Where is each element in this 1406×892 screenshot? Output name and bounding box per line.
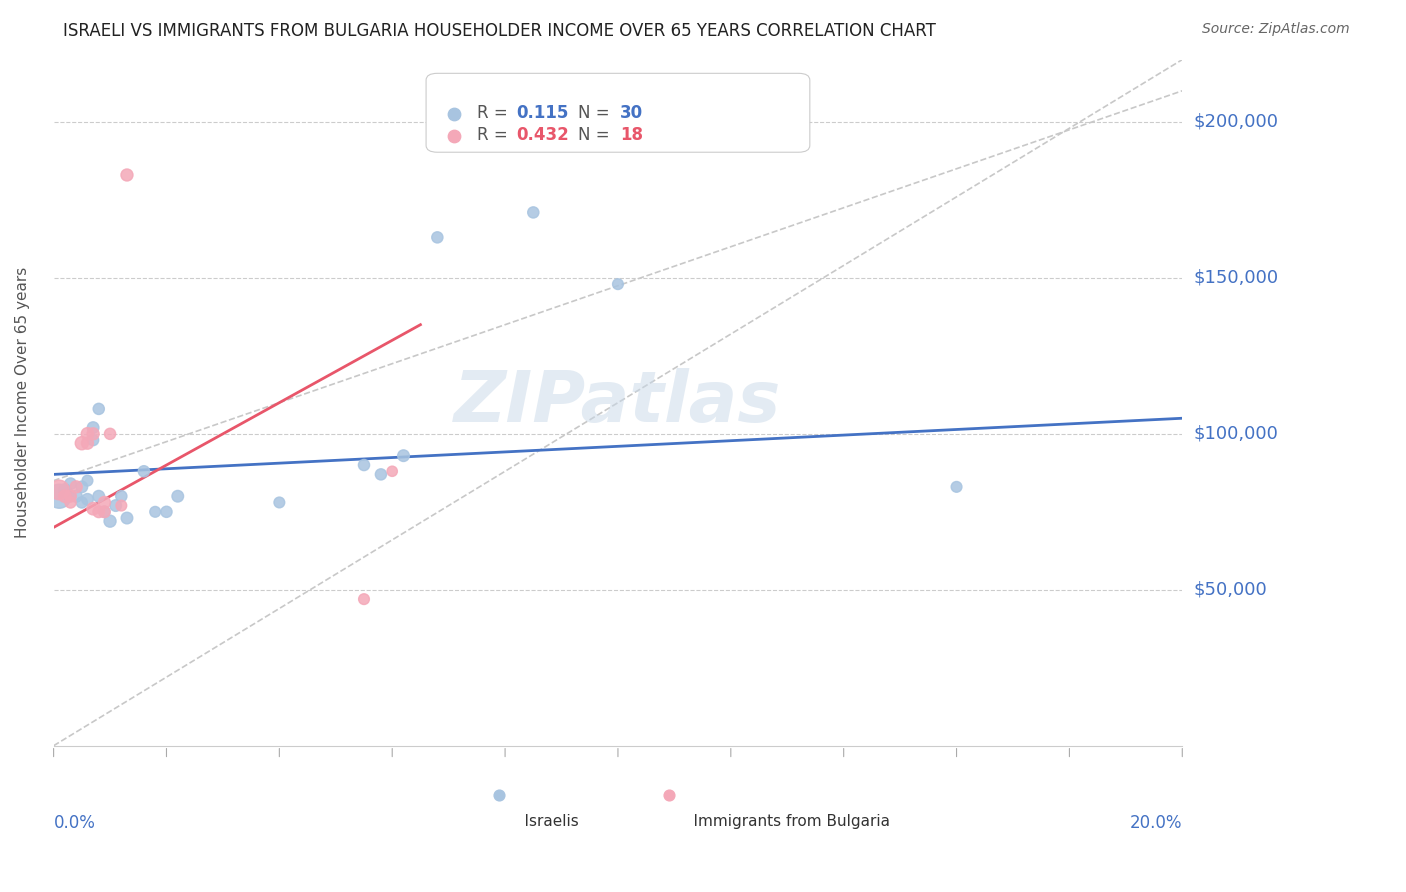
Point	[522, 205, 544, 219]
Point	[93, 505, 115, 519]
Point	[87, 401, 110, 416]
Point	[166, 489, 188, 503]
Text: N =: N =	[578, 126, 616, 145]
Text: N =: N =	[578, 104, 616, 122]
Point	[59, 489, 82, 503]
Point	[98, 426, 121, 441]
Point	[59, 476, 82, 491]
Text: Immigrants from Bulgaria: Immigrants from Bulgaria	[675, 814, 890, 830]
Text: Source: ZipAtlas.com: Source: ZipAtlas.com	[1202, 22, 1350, 37]
Point	[65, 489, 87, 503]
Point	[115, 168, 138, 182]
Point	[87, 505, 110, 519]
Point	[269, 495, 291, 509]
Point	[70, 436, 93, 450]
Text: 18: 18	[620, 126, 643, 145]
Point	[59, 489, 82, 503]
Point	[82, 501, 104, 516]
Point	[93, 495, 115, 509]
Point	[70, 495, 93, 509]
Point	[110, 489, 132, 503]
Point	[353, 458, 375, 472]
Point	[48, 489, 70, 503]
Point	[381, 464, 404, 478]
Point	[59, 495, 82, 509]
Text: Israelis: Israelis	[505, 814, 579, 830]
Text: $150,000: $150,000	[1194, 268, 1278, 287]
Text: $200,000: $200,000	[1194, 113, 1278, 131]
Point	[87, 489, 110, 503]
Point	[110, 499, 132, 513]
Point	[76, 436, 98, 450]
Point	[48, 483, 70, 497]
Point	[98, 514, 121, 528]
Point	[65, 480, 87, 494]
Text: R =: R =	[477, 126, 513, 145]
Point	[370, 467, 392, 482]
Text: 0.0%: 0.0%	[53, 814, 96, 832]
Text: ZIPatlas: ZIPatlas	[454, 368, 782, 437]
Point	[132, 464, 155, 478]
Point	[82, 426, 104, 441]
Point	[115, 511, 138, 525]
Point	[70, 480, 93, 494]
Point	[143, 505, 166, 519]
Y-axis label: Householder Income Over 65 years: Householder Income Over 65 years	[15, 267, 30, 538]
Text: 0.432: 0.432	[516, 126, 569, 145]
Point	[945, 480, 967, 494]
Point	[82, 433, 104, 447]
Point	[607, 277, 630, 292]
Point	[76, 492, 98, 507]
Text: ISRAELI VS IMMIGRANTS FROM BULGARIA HOUSEHOLDER INCOME OVER 65 YEARS CORRELATION: ISRAELI VS IMMIGRANTS FROM BULGARIA HOUS…	[63, 22, 936, 40]
Text: $100,000: $100,000	[1194, 425, 1278, 442]
Point	[392, 449, 415, 463]
Text: 20.0%: 20.0%	[1130, 814, 1182, 832]
Text: R =: R =	[477, 104, 513, 122]
Point	[82, 420, 104, 434]
Point	[76, 474, 98, 488]
Text: 0.115: 0.115	[516, 104, 569, 122]
Point	[426, 230, 449, 244]
Point	[93, 505, 115, 519]
Text: 30: 30	[620, 104, 644, 122]
Point	[353, 592, 375, 607]
Point	[155, 505, 177, 519]
Point	[104, 499, 127, 513]
Point	[53, 483, 76, 497]
Point	[53, 489, 76, 503]
Text: $50,000: $50,000	[1194, 581, 1267, 599]
Point	[76, 426, 98, 441]
FancyBboxPatch shape	[426, 73, 810, 153]
